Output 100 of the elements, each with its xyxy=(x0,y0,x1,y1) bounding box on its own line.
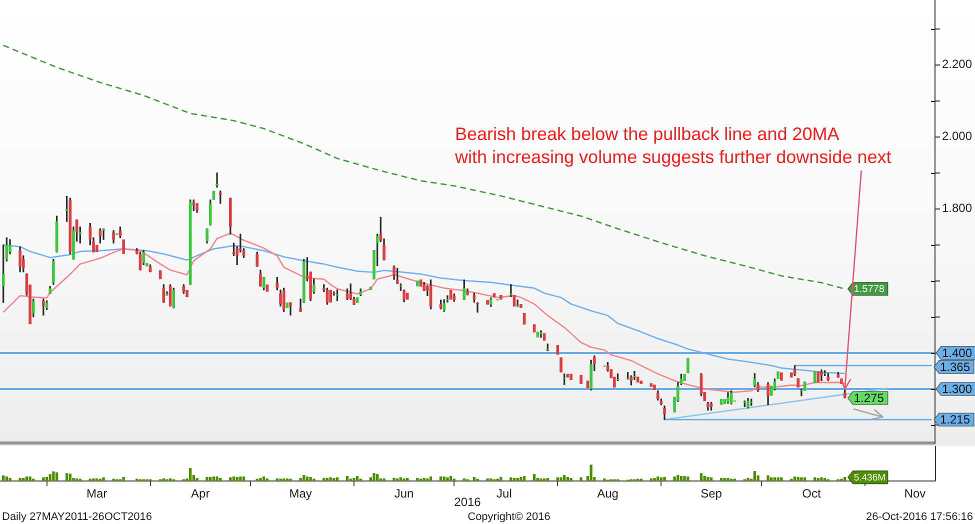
bar xyxy=(720,478,723,481)
candlestick xyxy=(289,302,292,316)
candlestick xyxy=(356,297,359,303)
bar xyxy=(816,478,820,481)
x-tick-label: Aug xyxy=(597,486,618,501)
candlestick xyxy=(372,250,376,280)
bar xyxy=(168,478,172,481)
bar xyxy=(536,478,539,481)
bar xyxy=(726,478,730,481)
candlestick xyxy=(803,381,806,391)
bar xyxy=(512,478,516,481)
bar xyxy=(382,478,386,481)
bar xyxy=(660,477,663,481)
bar xyxy=(426,478,429,481)
candlestick xyxy=(122,240,125,254)
annotation: Bearish break below the pullback line and 20MA with increasing volume suggests further downside next xyxy=(454,124,892,167)
text: 26-Oct-2016 17:56:16 xyxy=(864,511,974,523)
bar xyxy=(266,478,268,481)
bar xyxy=(560,477,562,481)
bar xyxy=(219,478,222,481)
bar xyxy=(683,476,686,481)
bar xyxy=(329,477,332,481)
bar xyxy=(546,478,549,481)
bar xyxy=(449,476,452,481)
ref-line-label: 1.400 xyxy=(942,346,972,360)
bar xyxy=(276,478,278,481)
text: Copyright© 2016 xyxy=(466,511,552,523)
bar xyxy=(239,476,242,481)
x-tick-label: Jun xyxy=(394,486,414,501)
bar xyxy=(706,476,710,481)
x-tick-label: May xyxy=(289,486,312,501)
bar xyxy=(520,476,522,481)
bar xyxy=(229,477,232,481)
candlestick xyxy=(486,300,489,305)
candlestick xyxy=(406,292,409,300)
annotation: 5.436M xyxy=(854,472,886,484)
bar xyxy=(346,476,349,481)
bar xyxy=(813,477,816,481)
bar xyxy=(532,474,536,481)
bar xyxy=(590,464,592,481)
bar xyxy=(18,478,22,481)
candlestick xyxy=(499,294,502,300)
annotation: 1.275 xyxy=(854,390,884,405)
x-tick-label: Sep xyxy=(700,486,722,501)
bar xyxy=(48,474,52,481)
x-tick-label: Nov xyxy=(904,486,926,501)
candlestick xyxy=(286,302,289,308)
bar xyxy=(376,474,379,481)
bar xyxy=(369,477,372,481)
bar xyxy=(332,478,336,481)
bar xyxy=(42,477,45,481)
bar xyxy=(570,478,572,481)
bar xyxy=(486,478,489,481)
data-label: 1.215 xyxy=(940,412,970,426)
candlestick xyxy=(816,371,820,382)
bar xyxy=(776,477,780,481)
annotation: 1.5778 xyxy=(854,284,885,296)
bar xyxy=(823,478,826,481)
bar xyxy=(206,476,208,481)
bar xyxy=(803,477,806,481)
bar xyxy=(75,478,78,481)
bar xyxy=(656,476,660,481)
bar xyxy=(746,478,750,481)
bar xyxy=(122,476,125,481)
bar xyxy=(650,478,652,481)
bar xyxy=(756,475,760,481)
bar xyxy=(352,478,356,481)
y-tick-label: 2.000 xyxy=(942,129,972,144)
bar xyxy=(500,476,502,481)
candlestick xyxy=(266,284,269,292)
bar xyxy=(299,478,302,481)
bar xyxy=(542,478,546,481)
candlestick xyxy=(540,330,542,338)
bar xyxy=(510,477,512,481)
bar xyxy=(52,471,55,481)
bar xyxy=(563,475,566,481)
bar xyxy=(72,478,75,481)
bar xyxy=(540,478,542,481)
bar xyxy=(55,472,58,481)
candlestick xyxy=(776,371,780,379)
bar xyxy=(446,477,449,481)
x-tick-label: Mar xyxy=(86,486,108,501)
bar xyxy=(462,478,466,481)
candlestick xyxy=(653,384,656,390)
bar xyxy=(472,476,476,481)
candlestick xyxy=(780,372,783,381)
candlestick xyxy=(796,378,800,388)
bar xyxy=(45,476,48,481)
bar xyxy=(8,478,12,481)
bar xyxy=(780,477,783,481)
bar xyxy=(236,476,238,481)
bar xyxy=(402,478,406,481)
candlestick xyxy=(640,380,643,384)
candlestick xyxy=(720,399,723,405)
bar xyxy=(322,478,326,481)
candlestick xyxy=(586,380,590,388)
candlestick xyxy=(556,345,560,355)
bar xyxy=(306,476,309,481)
bar xyxy=(216,476,218,481)
bar xyxy=(653,478,656,481)
